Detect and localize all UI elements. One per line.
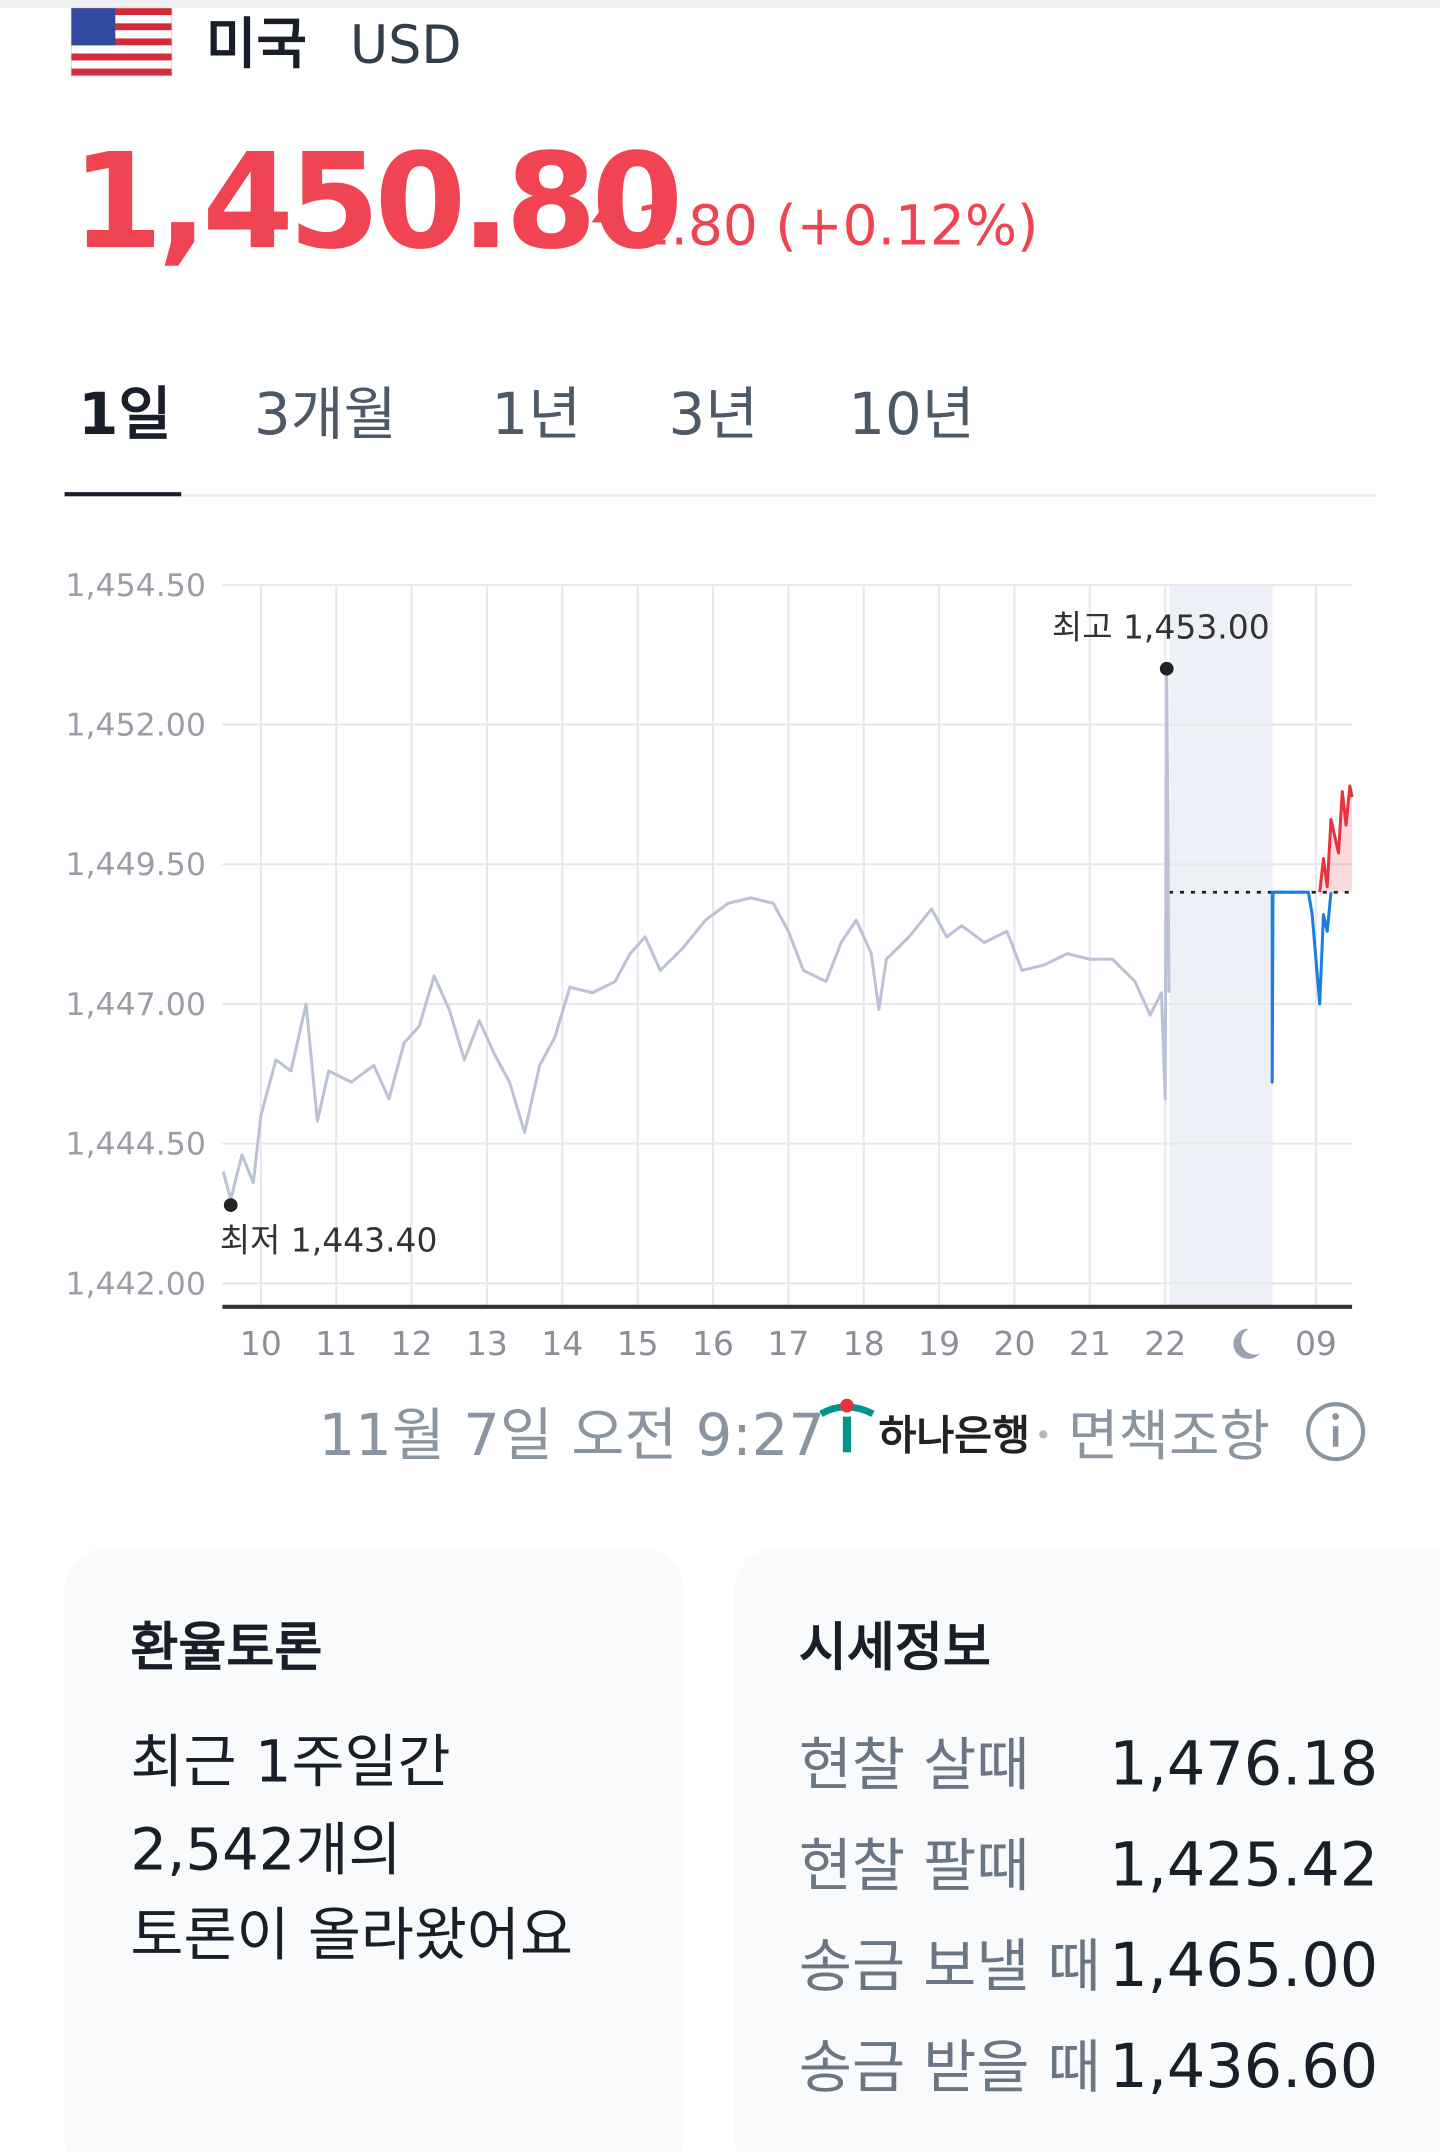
annotation-dot <box>223 1198 238 1212</box>
market-value: 1,436.60 <box>1109 2032 1378 2102</box>
x-tick-label: 12 <box>391 1324 433 1363</box>
discussion-line: 2,542개의 <box>130 1816 401 1884</box>
x-tick-label: 18 <box>843 1324 885 1363</box>
disclaimer[interactable]: 면책조항 <box>1068 1404 1270 1468</box>
market-value: 1,476.18 <box>1109 1729 1378 1799</box>
y-tick-label: 1,442.00 <box>65 1266 206 1302</box>
x-tick-label: 10 <box>240 1324 282 1363</box>
currency: USD <box>350 16 461 76</box>
market-label: 현찰 팔때 <box>799 1831 1029 1899</box>
discussion-card[interactable] <box>64 1548 684 2153</box>
x-tick-label: 17 <box>767 1324 809 1363</box>
provider-logo: 하나은행 <box>819 1398 1030 1460</box>
x-tick-label: 15 <box>617 1324 659 1363</box>
tab[interactable]: 3개월 <box>254 380 397 448</box>
provider: 하나은행 <box>879 1412 1030 1460</box>
tab[interactable]: 1년 <box>491 380 581 448</box>
up-arrow <box>591 203 620 223</box>
night-icon <box>1233 1328 1261 1359</box>
x-tick-label: 11 <box>315 1324 357 1363</box>
market-value: 1,425.42 <box>1109 1830 1378 1900</box>
annotation-dot <box>1159 661 1174 676</box>
x-tick-label: 20 <box>994 1324 1036 1363</box>
top-shadow <box>0 0 1440 9</box>
discussion-line: 최근 1주일간 <box>130 1728 450 1796</box>
market-value: 1,465.00 <box>1109 1931 1378 2001</box>
tabs: 1일 3개월 1년 3년 10년 <box>64 380 1376 497</box>
timestamp: 11월 7일 오전 9:27 <box>319 1401 826 1469</box>
market-label: 송금 받을 때 <box>799 2033 1101 2101</box>
x-tick-label: 22 <box>1144 1324 1186 1363</box>
chart: 1,442.00 1,444.50 1,447.00 1,449.50 1,452.00… <box>65 568 1354 1363</box>
flag <box>70 7 173 77</box>
price: 1,450.80 <box>71 126 677 279</box>
x-tick-label: 16 <box>692 1324 734 1363</box>
x-tick-label: 21 <box>1069 1324 1111 1363</box>
market-label: 송금 보낼 때 <box>799 1932 1101 2000</box>
tab[interactable]: 10년 <box>848 380 974 448</box>
x-tick-label: 13 <box>466 1324 508 1363</box>
night-band <box>1169 584 1273 1307</box>
price-change: 1.80 (+0.12%) <box>636 193 1039 257</box>
y-tick-label: 1,449.50 <box>65 847 206 883</box>
market-title: 시세정보 <box>799 1618 991 1678</box>
x-tick-label: 14 <box>541 1324 583 1363</box>
separator-dot <box>1039 1430 1048 1439</box>
line <box>221 667 1171 1201</box>
y-tick-label: 1,452.00 <box>65 708 206 744</box>
country: 미국 <box>206 12 307 76</box>
x-tick-label: 09 <box>1295 1324 1337 1363</box>
y-tick-label: 1,447.00 <box>65 987 206 1023</box>
info-icon[interactable] <box>1306 1402 1366 1462</box>
discussion-line: 토론이 올라왔어요 <box>130 1901 573 1969</box>
x-tick-label: 19 <box>918 1324 960 1363</box>
market-label: 현찰 살때 <box>799 1730 1029 1798</box>
y-tick-label: 1,454.50 <box>65 568 206 604</box>
y-tick-label: 1,444.50 <box>65 1127 206 1163</box>
discussion-title: 환율토론 <box>130 1618 322 1678</box>
line <box>1270 890 1333 1084</box>
annotation-label: 최저 1,443.40 <box>220 1221 438 1260</box>
annotation-label: 최고 1,453.00 <box>1052 608 1270 647</box>
tab[interactable]: 3년 <box>669 380 759 448</box>
tab[interactable]: 1일 <box>78 380 171 448</box>
market-card <box>734 1548 1440 2153</box>
line <box>1318 784 1354 893</box>
